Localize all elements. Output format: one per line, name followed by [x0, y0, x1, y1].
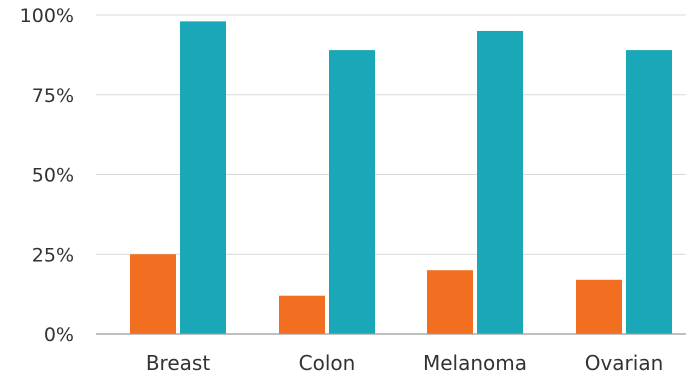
bar-melanoma-series-1: [427, 270, 473, 334]
y-tick-label: 50%: [32, 165, 74, 187]
bar-colon-series-1: [279, 295, 325, 334]
x-category-label-breast: Breast: [146, 351, 210, 375]
x-category-label-ovarian: Ovarian: [585, 351, 664, 375]
bar-colon-series-2: [329, 50, 375, 335]
y-axis-tick-labels: 0% 25% 50% 75% 100%: [20, 5, 74, 346]
y-tick-label: 25%: [32, 244, 74, 266]
bar-ovarian-series-2: [626, 50, 672, 335]
y-tick-label: 100%: [20, 5, 74, 27]
bar-breast-series-2: [180, 21, 226, 334]
bar-breast-series-1: [130, 254, 176, 334]
bar-melanoma-series-2: [477, 30, 523, 334]
x-axis-category-labels: Breast Colon Melanoma Ovarian: [146, 351, 663, 375]
bars: [130, 21, 672, 335]
y-tick-label: 0%: [44, 324, 74, 346]
y-tick-label: 75%: [32, 85, 74, 107]
bar-ovarian-series-1: [576, 279, 622, 334]
x-category-label-colon: Colon: [299, 351, 356, 375]
x-category-label-melanoma: Melanoma: [423, 351, 527, 375]
